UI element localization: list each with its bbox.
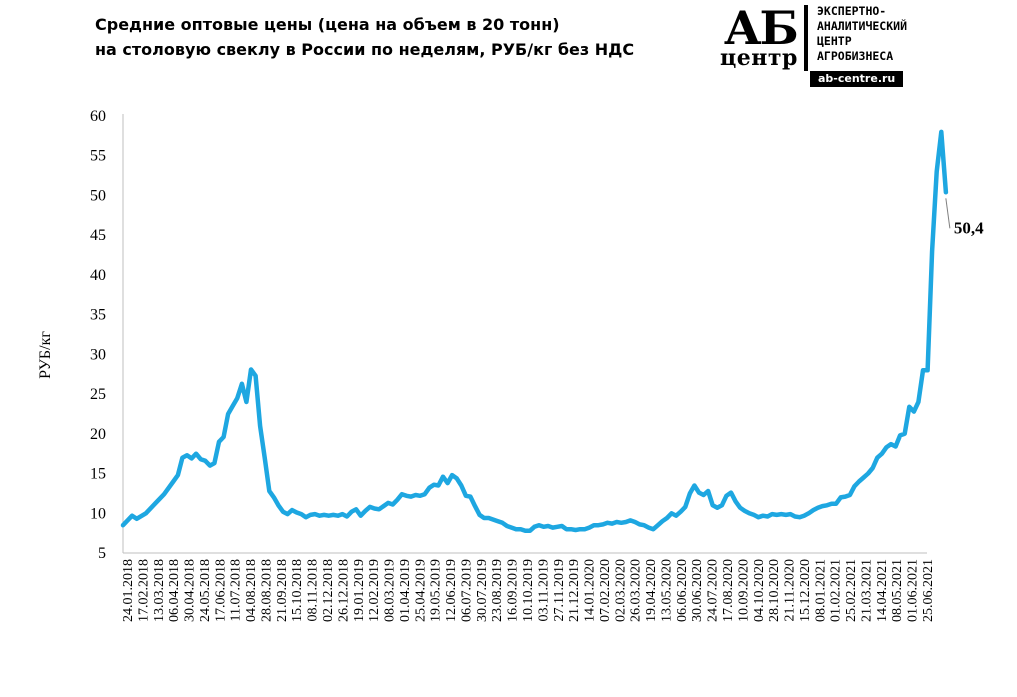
- x-tick-label: 24.05.2018: [198, 559, 213, 622]
- x-tick-label: 14.04.2021: [875, 559, 890, 622]
- x-axis: 24.01.2018 17.02.2018 13.03.2018 06.04.2018…: [121, 552, 936, 622]
- x-tick-label: 28.08.2018: [260, 559, 275, 622]
- x-tick-label: 08.05.2021: [890, 559, 905, 622]
- logo-org-line-2: АНАЛИТИЧЕСКИЙ: [817, 19, 908, 33]
- x-tick-label: 25.04.2019: [413, 559, 428, 622]
- y-tick-label: 10: [90, 505, 106, 522]
- x-tick-label: 02.03.2020: [613, 559, 628, 622]
- x-tick-label: 27.11.2019: [552, 559, 567, 621]
- y-tick-label: 50: [90, 187, 106, 204]
- y-tick-label: 25: [90, 386, 106, 403]
- x-tick-label: 08.03.2019: [383, 559, 398, 622]
- x-tick-label: 17.06.2018: [213, 559, 228, 622]
- y-tick-label: 40: [90, 267, 106, 284]
- x-tick-label: 06.06.2020: [675, 559, 690, 622]
- x-tick-label: 30.04.2018: [183, 559, 198, 622]
- x-tick-label: 23.08.2019: [490, 559, 505, 622]
- x-tick-label: 10.10.2019: [521, 559, 536, 622]
- y-tick-label: 30: [90, 346, 106, 363]
- y-tick-label: 60: [90, 108, 106, 125]
- x-tick-label: 26.03.2020: [629, 559, 644, 622]
- y-tick-label: 55: [90, 148, 106, 165]
- x-tick-label: 25.06.2021: [921, 559, 936, 622]
- last-value-label: 50,4: [954, 218, 984, 237]
- logo-divider: [804, 5, 808, 71]
- logo-mark-ab: АБ: [724, 1, 799, 55]
- logo-url: ab-centre.ru: [810, 71, 904, 87]
- x-tick-label: 12.06.2019: [444, 559, 459, 622]
- x-tick-label: 02.12.2018: [321, 559, 336, 622]
- x-tick-label: 15.12.2020: [798, 559, 813, 622]
- y-tick-label: 15: [90, 466, 106, 483]
- logo-org-line-1: ЭКСПЕРТНО-: [817, 4, 887, 18]
- chart-title: Средние оптовые цены (цена на объем в 20…: [95, 12, 634, 62]
- x-tick-label: 19.05.2019: [429, 559, 444, 622]
- x-tick-label: 03.11.2019: [536, 559, 551, 621]
- y-tick-label: 20: [90, 426, 106, 443]
- x-tick-label: 21.09.2018: [275, 559, 290, 622]
- x-tick-label: 01.06.2021: [906, 559, 921, 622]
- y-tick-label: 5: [98, 545, 106, 562]
- x-tick-label: 16.09.2019: [506, 559, 521, 622]
- x-tick-label: 13.05.2020: [660, 559, 675, 622]
- x-tick-label: 25.02.2021: [844, 559, 859, 622]
- x-tick-label: 30.06.2020: [690, 559, 705, 622]
- x-tick-label: 01.04.2019: [398, 559, 413, 622]
- x-tick-label: 08.01.2021: [813, 559, 828, 622]
- x-tick-label: 19.04.2020: [644, 559, 659, 622]
- x-tick-label: 24.07.2020: [706, 559, 721, 622]
- x-tick-label: 01.02.2021: [829, 559, 844, 622]
- x-tick-label: 04.08.2018: [244, 559, 259, 622]
- logo-org-line-3: ЦЕНТР: [817, 34, 852, 48]
- x-tick-label: 15.10.2018: [290, 559, 305, 622]
- x-tick-label: 06.07.2019: [460, 559, 475, 622]
- logo-mark-centr: центр: [720, 45, 798, 71]
- x-tick-label: 30.07.2019: [475, 559, 490, 622]
- x-tick-label: 19.01.2019: [352, 559, 367, 622]
- chart-title-line-2: на столовую свеклу в России по неделям, …: [95, 40, 635, 59]
- x-tick-label: 08.11.2018: [306, 559, 321, 621]
- ab-centre-logo: АБ центр ЭКСПЕРТНО- АНАЛИТИЧЕСКИЙ ЦЕНТР …: [718, 1, 968, 89]
- x-tick-label: 17.02.2018: [136, 559, 151, 622]
- x-tick-label: 26.12.2018: [336, 559, 351, 622]
- last-value-leader-line: [945, 198, 951, 229]
- x-tick-label: 21.11.2020: [783, 559, 798, 621]
- price-series-line: [120, 129, 949, 534]
- x-tick-label: 06.04.2018: [167, 559, 182, 622]
- x-tick-label: 14.01.2020: [583, 559, 598, 622]
- logo-org-name: ЭКСПЕРТНО- АНАЛИТИЧЕСКИЙ ЦЕНТР АГРОБИЗНЕ…: [817, 4, 907, 64]
- chart-title-line-1: Средние оптовые цены (цена на объем в 20…: [95, 15, 560, 34]
- x-tick-label: 10.09.2020: [736, 559, 751, 622]
- y-tick-label: 45: [90, 227, 106, 244]
- x-tick-label: 04.10.2020: [752, 559, 767, 622]
- y-tick-label: 35: [90, 307, 106, 324]
- x-tick-label: 12.02.2019: [367, 559, 382, 622]
- x-tick-label: 21.12.2019: [567, 559, 582, 622]
- x-tick-label: 17.08.2020: [721, 559, 736, 622]
- x-tick-label: 21.03.2021: [860, 559, 875, 622]
- x-tick-label: 13.03.2018: [152, 559, 167, 622]
- x-tick-label: 11.07.2018: [229, 559, 244, 621]
- y-axis: 5 10 15 20 25 30 35 40 45 50 55 60: [90, 108, 124, 562]
- y-axis-label: РУБ/кг: [37, 331, 54, 379]
- x-tick-label: 28.10.2020: [767, 559, 782, 622]
- x-tick-label: 07.02.2020: [598, 559, 613, 622]
- x-tick-label: 24.01.2018: [121, 559, 136, 622]
- logo-org-line-4: АГРОБИЗНЕСА: [817, 49, 894, 63]
